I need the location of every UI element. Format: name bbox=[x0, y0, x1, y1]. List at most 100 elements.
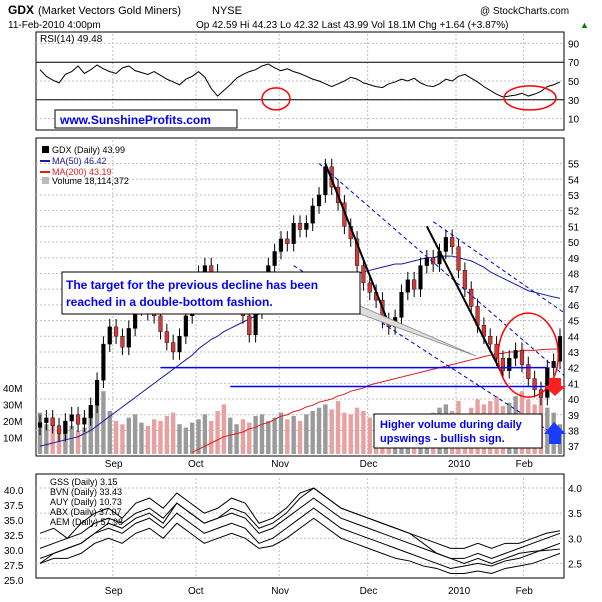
rsi-ellipse-2 bbox=[503, 85, 557, 111]
volume-bar bbox=[266, 420, 271, 454]
volume-bar bbox=[215, 411, 220, 454]
volume-bar bbox=[44, 424, 49, 454]
volume-bar bbox=[297, 420, 303, 454]
indicator-left-tick: 35.0 bbox=[4, 516, 24, 527]
candle-body bbox=[297, 223, 303, 230]
x-tick-label: 2010 bbox=[448, 459, 471, 470]
indicator-right-tick: 3.5 bbox=[568, 509, 582, 520]
candle-body bbox=[278, 238, 284, 252]
candle-body bbox=[120, 336, 125, 348]
legend-abx: ABX (Daily) 37.07 bbox=[50, 507, 122, 517]
price-tick-label: 44 bbox=[568, 332, 580, 343]
callout-double-bottom bbox=[61, 271, 361, 315]
indicator-series-abx bbox=[39, 507, 561, 569]
volume-bar bbox=[272, 417, 277, 454]
price-tick-label: 39 bbox=[568, 411, 580, 422]
volume-bar bbox=[209, 420, 214, 454]
legend-auy: AUY (Daily) 10.73 bbox=[50, 497, 122, 507]
price-tick-label: 42 bbox=[568, 364, 580, 375]
volume-bar bbox=[228, 417, 233, 454]
volume-bar bbox=[183, 427, 189, 454]
candle-body bbox=[272, 251, 277, 266]
x-tick-label: Feb bbox=[516, 459, 534, 470]
indicator-right-tick: 2.5 bbox=[568, 559, 582, 570]
candle-body bbox=[500, 358, 506, 371]
price-tick-label: 53 bbox=[568, 191, 580, 202]
indicator-left-tick: 30.0 bbox=[4, 546, 24, 557]
indicator-series-bvn bbox=[39, 487, 561, 564]
candle-body bbox=[183, 315, 188, 337]
rsi-legend: RSI(14) 49.48 bbox=[40, 34, 103, 45]
candle-body bbox=[361, 265, 366, 284]
volume-bar bbox=[316, 407, 322, 454]
indicator-right-tick: 4.0 bbox=[568, 484, 582, 495]
volume-bar bbox=[158, 420, 163, 454]
volume-tick-label: 40M bbox=[3, 384, 22, 395]
candle-body bbox=[101, 343, 106, 381]
candle-body bbox=[551, 361, 556, 368]
volume-bar bbox=[361, 411, 366, 454]
volume-tick-label: 30M bbox=[3, 400, 22, 411]
price-tick-label: 50 bbox=[568, 238, 580, 249]
volume-bar bbox=[234, 424, 239, 454]
volume-bar bbox=[196, 419, 201, 454]
volume-bar bbox=[107, 411, 112, 454]
candle-body bbox=[469, 288, 474, 307]
volume-bar bbox=[323, 404, 328, 454]
indicator-right-tick: 3.0 bbox=[568, 534, 582, 545]
price-tick-label: 54 bbox=[568, 175, 580, 186]
candle-body bbox=[88, 405, 93, 419]
indicator-series-gss bbox=[39, 487, 561, 549]
candle-body bbox=[107, 326, 112, 345]
indicator-left-tick: 27.5 bbox=[4, 561, 24, 572]
candle-body bbox=[462, 270, 467, 290]
volume-bar bbox=[94, 404, 100, 454]
volume-bar bbox=[177, 424, 182, 454]
candle-body bbox=[253, 310, 258, 335]
callout-double-bottom-line-2: reached in a double-bottom fashion. bbox=[66, 295, 273, 309]
candle-body bbox=[94, 380, 100, 406]
volume-bar bbox=[190, 422, 195, 454]
legend-gdx-swatch bbox=[42, 146, 49, 153]
volume-bar bbox=[240, 419, 246, 454]
candle-body bbox=[443, 237, 448, 252]
watermark[interactable]: www.SunshineProfits.com bbox=[59, 113, 211, 127]
candle-body bbox=[316, 194, 322, 207]
rsi-series bbox=[39, 63, 561, 98]
price-tick-label: 48 bbox=[568, 269, 580, 280]
volume-bar bbox=[291, 415, 296, 454]
callout-volume bbox=[373, 413, 543, 449]
callout-double-bottom-line-1: The target for the previous decline has … bbox=[66, 278, 318, 292]
rsi-tick-label: 30 bbox=[568, 96, 580, 107]
legend-gss: GSS (Daily) 3.15 bbox=[50, 477, 118, 487]
legend-ma200: MA(200) 43.19 bbox=[52, 167, 112, 177]
candle-body bbox=[304, 223, 309, 230]
candle-body bbox=[37, 422, 43, 428]
candle-body bbox=[545, 367, 550, 398]
copyright: @ StockCharts.com bbox=[480, 6, 569, 17]
volume-bar bbox=[75, 430, 81, 454]
volume-tick-label: 20M bbox=[3, 417, 22, 428]
price-tick-label: 52 bbox=[568, 207, 580, 218]
legend-volume: Volume 18,114,372 bbox=[52, 176, 129, 186]
candle-body bbox=[399, 292, 404, 318]
volume-bar bbox=[285, 419, 290, 454]
rsi-tick-label: 10 bbox=[568, 115, 580, 126]
indicator-panel bbox=[35, 473, 565, 579]
decline-line-2 bbox=[425, 225, 504, 376]
indicator-left-tick: 25.0 bbox=[4, 576, 24, 587]
candle-body bbox=[177, 336, 182, 353]
price-tick-label: 45 bbox=[568, 317, 580, 328]
x-tick-label: Feb bbox=[516, 586, 534, 597]
price-tick-label: 55 bbox=[568, 160, 580, 171]
rsi-tick-label: 90 bbox=[568, 39, 580, 50]
candle-body bbox=[50, 417, 55, 426]
x-tick-label: Dec bbox=[360, 586, 378, 597]
double-bottom-ellipse bbox=[497, 312, 560, 398]
candle-body bbox=[424, 257, 429, 266]
volume-bar bbox=[348, 414, 353, 454]
price-tick-label: 43 bbox=[568, 348, 580, 359]
red-down-arrow-icon bbox=[544, 378, 566, 396]
rsi-tick-label: 50 bbox=[568, 77, 580, 88]
